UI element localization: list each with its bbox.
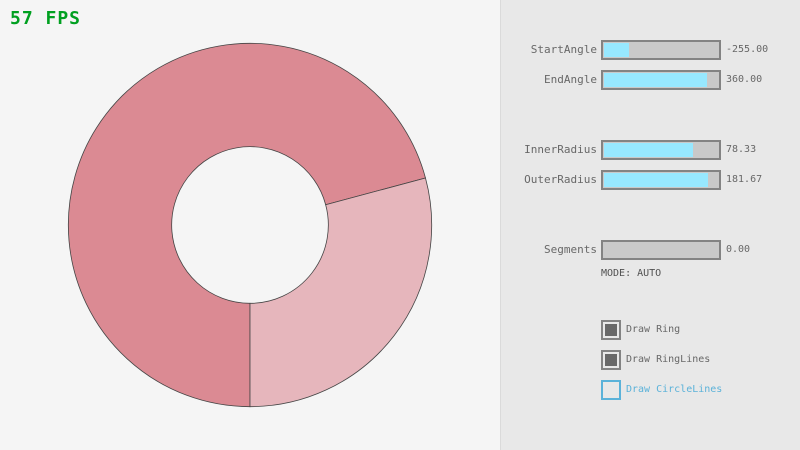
slider-row-inner-radius: InnerRadius 78.33	[501, 140, 800, 160]
slider-fill	[604, 143, 694, 157]
draw-ring-lines-checkbox[interactable]: Draw RingLines	[601, 350, 800, 370]
draw-ring-checkbox[interactable]: Draw Ring	[601, 320, 800, 340]
slider-value: 360.00	[726, 74, 763, 85]
slider-value: 0.00	[726, 244, 751, 255]
checkbox-box[interactable]	[601, 380, 621, 400]
checkbox-label: Draw RingLines	[626, 354, 711, 365]
slider-row-start-angle: StartAngle -255.00	[501, 40, 800, 60]
segments-slider[interactable]	[601, 240, 721, 260]
slider-row-end-angle: EndAngle 360.00	[501, 70, 800, 90]
checkbox-label: Draw Ring	[626, 324, 681, 335]
checkbox-label: Draw CircleLines	[626, 384, 723, 395]
controls-panel: StartAngle -255.00 EndAngle 360.00 Inner…	[500, 0, 800, 450]
check-mark	[605, 354, 617, 366]
fps-counter: 57 FPS	[10, 8, 82, 29]
slider-fill	[604, 173, 708, 187]
slider-label: InnerRadius	[524, 143, 597, 156]
inner-radius-slider[interactable]	[601, 140, 721, 160]
slider-label: OuterRadius	[524, 173, 597, 186]
end-angle-slider[interactable]	[601, 70, 721, 90]
ring-canvas	[67, 42, 433, 408]
slider-fill	[604, 73, 707, 87]
slider-label: StartAngle	[530, 43, 597, 56]
check-mark	[605, 324, 617, 336]
slider-label: Segments	[544, 243, 597, 256]
mode-label: MODE: AUTO	[601, 268, 662, 279]
slider-label: EndAngle	[544, 73, 597, 86]
checkbox-box[interactable]	[601, 350, 621, 370]
slider-row-segments: Segments 0.00	[501, 240, 800, 260]
ring-segment-overlap	[67, 42, 426, 408]
slider-fill	[604, 43, 629, 57]
slider-value: -255.00	[726, 44, 769, 55]
slider-value: 181.67	[726, 174, 763, 185]
slider-row-outer-radius: OuterRadius 181.67	[501, 170, 800, 190]
start-angle-slider[interactable]	[601, 40, 721, 60]
draw-circle-lines-checkbox[interactable]: Draw CircleLines	[601, 380, 800, 400]
ring-segment-single	[249, 177, 433, 408]
checkbox-box[interactable]	[601, 320, 621, 340]
slider-value: 78.33	[726, 144, 757, 155]
outer-radius-slider[interactable]	[601, 170, 721, 190]
